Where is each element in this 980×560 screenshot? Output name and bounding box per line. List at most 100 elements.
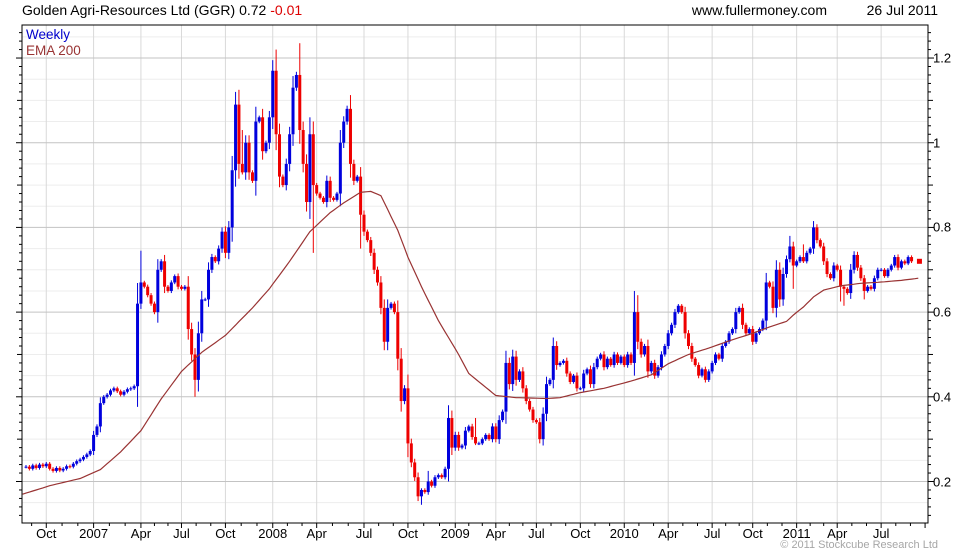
candle bbox=[866, 286, 870, 291]
candle bbox=[751, 329, 755, 342]
candle bbox=[808, 248, 812, 253]
candle bbox=[822, 246, 826, 262]
candle bbox=[254, 121, 258, 181]
candle bbox=[58, 467, 62, 471]
candle bbox=[768, 282, 772, 287]
candle bbox=[284, 163, 288, 186]
y-axis-label: 0.2 bbox=[933, 474, 952, 489]
candle bbox=[288, 134, 292, 164]
candle bbox=[457, 434, 461, 448]
candle bbox=[386, 307, 390, 342]
x-axis-label: Jul bbox=[703, 526, 721, 541]
candle bbox=[497, 420, 501, 440]
candle bbox=[686, 333, 690, 346]
candle bbox=[78, 459, 82, 462]
ema-line bbox=[22, 190, 919, 495]
candle bbox=[612, 354, 616, 366]
candle bbox=[430, 481, 434, 486]
x-axis-label: 2009 bbox=[440, 526, 470, 541]
x-axis-label: Apr bbox=[485, 526, 506, 541]
candle bbox=[115, 388, 119, 392]
candle bbox=[605, 358, 609, 368]
candle bbox=[507, 362, 511, 385]
candle bbox=[409, 443, 413, 463]
candle bbox=[480, 439, 484, 444]
candle bbox=[548, 379, 552, 385]
candle bbox=[592, 367, 596, 385]
candle bbox=[318, 193, 322, 198]
candle bbox=[538, 422, 542, 440]
candle bbox=[71, 463, 75, 467]
candle bbox=[818, 240, 822, 247]
x-axis-label: Apr bbox=[130, 526, 152, 541]
candle bbox=[186, 286, 190, 330]
candle bbox=[646, 345, 650, 372]
candle bbox=[65, 466, 69, 469]
candle bbox=[906, 257, 910, 264]
candle bbox=[396, 312, 400, 359]
candle bbox=[433, 477, 437, 486]
candle bbox=[649, 362, 653, 372]
candle bbox=[717, 354, 721, 359]
candle bbox=[261, 117, 265, 152]
candle bbox=[582, 373, 586, 389]
candle bbox=[406, 388, 410, 444]
x-axis-label: Oct bbox=[215, 526, 236, 541]
x-axis-label: Apr bbox=[658, 526, 679, 541]
site-link[interactable]: www.fullermoney.com bbox=[691, 2, 827, 18]
candle bbox=[910, 257, 914, 262]
candle bbox=[443, 468, 447, 478]
x-axis-label: Oct bbox=[36, 526, 57, 541]
candle bbox=[636, 312, 640, 342]
candle bbox=[413, 462, 417, 478]
candle bbox=[815, 227, 819, 241]
candle bbox=[484, 434, 488, 440]
candle bbox=[196, 333, 200, 380]
candle bbox=[250, 172, 254, 181]
candle bbox=[511, 356, 515, 385]
candle bbox=[754, 333, 758, 342]
candle bbox=[163, 261, 167, 287]
candle bbox=[257, 117, 261, 122]
candle bbox=[27, 466, 31, 469]
candle bbox=[609, 358, 613, 366]
candle bbox=[727, 333, 731, 342]
candle bbox=[534, 420, 538, 423]
candle bbox=[203, 299, 207, 301]
candle bbox=[68, 466, 72, 468]
candle bbox=[541, 413, 545, 440]
instrument-title: Golden Agri-Resources Ltd (GGR) 0.72 bbox=[22, 2, 267, 18]
candle bbox=[845, 288, 849, 294]
candle bbox=[281, 176, 285, 186]
x-axis-label: Jul bbox=[355, 526, 373, 541]
x-axis-label: Apr bbox=[306, 526, 327, 541]
candle bbox=[416, 477, 420, 497]
candle bbox=[490, 426, 494, 440]
candle bbox=[737, 307, 741, 313]
candle bbox=[595, 358, 599, 368]
candle bbox=[223, 231, 227, 253]
candle bbox=[382, 307, 386, 342]
candle bbox=[785, 259, 788, 274]
candle bbox=[852, 254, 856, 270]
candle bbox=[369, 240, 373, 253]
candle bbox=[210, 257, 214, 270]
candle bbox=[325, 180, 329, 203]
candle bbox=[419, 489, 423, 497]
candle bbox=[24, 466, 28, 468]
candle bbox=[524, 388, 528, 402]
candle bbox=[659, 354, 663, 368]
candle bbox=[653, 362, 657, 376]
candle bbox=[517, 371, 521, 380]
candle bbox=[883, 269, 887, 277]
x-axis-label: Oct bbox=[742, 526, 763, 541]
candle bbox=[474, 437, 478, 444]
candle bbox=[271, 70, 275, 118]
candle bbox=[893, 257, 897, 266]
candle bbox=[338, 142, 342, 194]
candle bbox=[639, 341, 643, 355]
candle bbox=[447, 417, 450, 469]
candle bbox=[244, 142, 248, 173]
candle bbox=[869, 286, 873, 289]
